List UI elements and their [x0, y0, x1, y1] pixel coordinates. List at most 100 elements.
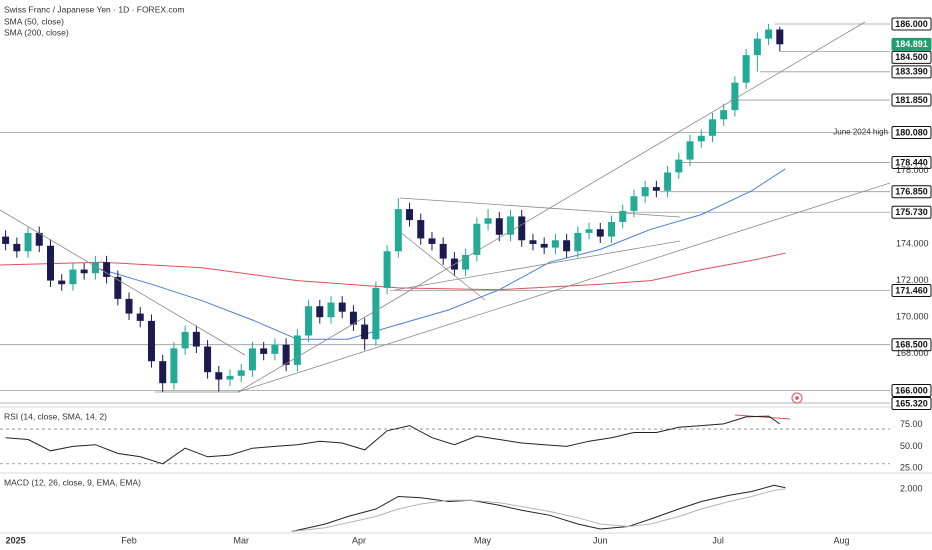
- candle-body: [765, 29, 773, 39]
- candle-body: [69, 269, 77, 285]
- candle-body: [226, 375, 234, 380]
- y-tick-label: 25.00: [900, 462, 923, 472]
- candle-body: [192, 331, 200, 347]
- x-tick-label: Jun: [593, 535, 608, 545]
- x-tick-label: Aug: [834, 535, 850, 545]
- candle-body: [46, 245, 54, 281]
- level-box: [891, 283, 932, 297]
- candle-body: [394, 209, 402, 252]
- indicator-line: [291, 484, 786, 532]
- level-label: 180.080: [895, 127, 928, 137]
- candle-body: [686, 141, 694, 160]
- candle-body: [2, 236, 10, 244]
- candle-body: [417, 220, 425, 239]
- candle-body: [293, 335, 301, 365]
- level-box: [891, 50, 932, 64]
- candle-body: [260, 348, 268, 354]
- level-box: [891, 397, 932, 411]
- x-tick-label: Apr: [352, 535, 366, 545]
- candle-body: [720, 110, 728, 120]
- rsi-divergence-line: [734, 414, 791, 420]
- level-box: [891, 384, 932, 398]
- trend-line: [237, 182, 891, 393]
- candle-body: [529, 240, 537, 244]
- level-label: 186.000: [895, 19, 928, 29]
- candle-body: [607, 221, 615, 237]
- candle-body: [551, 240, 559, 248]
- candle-body: [697, 135, 705, 142]
- candle-body: [237, 370, 245, 376]
- candle-body: [372, 287, 380, 340]
- rsi-pane: 75.00 50.00 25.00: [0, 415, 923, 472]
- candle-body: [204, 346, 212, 373]
- candle-body: [383, 251, 391, 288]
- candle-body: [753, 38, 761, 56]
- level-box: [891, 156, 932, 170]
- trend-line: [399, 197, 681, 218]
- candle-body: [495, 218, 503, 235]
- candle-body: [58, 280, 66, 285]
- moving-average: [0, 252, 786, 291]
- candle-body: [675, 159, 683, 173]
- last-price-box: [891, 37, 932, 51]
- level-label: 166.000: [895, 385, 928, 395]
- trend-line: [0, 209, 246, 356]
- trend-lines: [0, 21, 891, 393]
- moving-averages: [0, 168, 786, 340]
- y-tick-label: 50.00: [900, 441, 923, 451]
- candle-body: [103, 262, 111, 277]
- level-label: 175.730: [895, 207, 928, 217]
- macd-pane: 2.000: [291, 483, 923, 532]
- candle-body: [473, 223, 481, 255]
- level-label: 181.850: [895, 95, 928, 105]
- candle-body: [181, 331, 189, 349]
- candle-body: [271, 344, 279, 354]
- candle-body: [563, 240, 571, 252]
- candle-body: [596, 229, 604, 237]
- candle-body: [338, 302, 346, 312]
- candle-body: [518, 216, 526, 241]
- y-tick-label: 170.000: [896, 312, 929, 322]
- y-tick-label: 178.000: [896, 165, 929, 175]
- level-label: 171.460: [895, 285, 928, 295]
- trend-line: [394, 240, 681, 291]
- level-label: 165.320: [895, 398, 928, 408]
- candle-body: [619, 210, 627, 222]
- y-tick-label: 168.000: [896, 348, 929, 358]
- candle-body: [574, 232, 582, 252]
- candle-body: [215, 372, 223, 380]
- y-tick-label: 75.00: [900, 419, 923, 429]
- alert-icon: [791, 392, 803, 404]
- chart-title: Swiss Franc / Japanese Yen · 1D · FOREX.…: [4, 4, 184, 14]
- y-tick-label: 172.000: [896, 275, 929, 285]
- candle-body: [361, 324, 369, 340]
- candle-body: [35, 232, 43, 246]
- legend-entry: SMA (200, close): [4, 27, 69, 37]
- candle-body: [305, 306, 313, 336]
- candle-body: [114, 276, 122, 299]
- candle-body: [147, 320, 155, 362]
- level-label: 168.500: [895, 340, 928, 350]
- candle-body: [170, 348, 178, 384]
- candle-body: [24, 232, 32, 252]
- candle-body: [80, 269, 88, 274]
- macd-title: MACD (12, 26, close, 9, EMA, EMA): [4, 477, 141, 487]
- level-box: [891, 205, 932, 219]
- trend-line: [237, 21, 866, 393]
- indicator-line: [5, 415, 781, 465]
- x-tick-label: 2025: [6, 535, 26, 545]
- indicator-line: [291, 488, 786, 532]
- candle-body: [13, 243, 21, 252]
- candle-body: [731, 82, 739, 111]
- last-price-label: 184.891: [895, 39, 928, 49]
- level-note: June 2024 high: [833, 128, 888, 137]
- candle-body: [248, 348, 256, 371]
- level-box: [891, 338, 932, 352]
- level-label: 178.440: [895, 157, 928, 167]
- candle-body: [652, 187, 660, 191]
- alert-icon-dot: [795, 396, 799, 400]
- candle-body: [507, 216, 515, 235]
- candle-body: [282, 344, 290, 365]
